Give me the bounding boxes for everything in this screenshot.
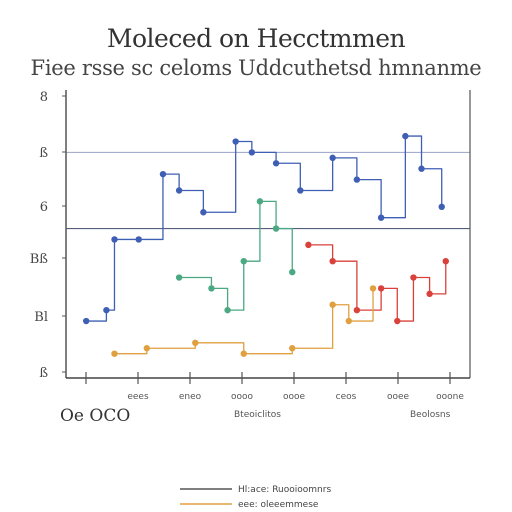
series-0-point-7: [232, 138, 239, 145]
x-tick-labels: eees eneo oooo oooe ceos ooee ooone: [85, 372, 464, 402]
series-0-point-11: [329, 154, 336, 162]
series-0-point-14: [402, 132, 409, 140]
y-tick-label-4: Bl: [34, 310, 48, 325]
series-2-point-4: [394, 317, 401, 325]
series-line-2: [308, 244, 447, 322]
series-0-point-15: [418, 165, 425, 172]
series-2-point-7: [442, 258, 449, 265]
axes: [65, 90, 471, 379]
legend: Hl:ace: Ruooioomnrs eee: oleeemmese: [180, 485, 331, 510]
series-line-1: [179, 200, 293, 311]
x-tick-label-1: eees: [127, 392, 149, 402]
series-3-point-1: [143, 345, 150, 352]
series-1-point-0: [175, 274, 183, 281]
y-tick-label-3: Bß: [30, 252, 49, 267]
series-3-point-0: [111, 350, 118, 357]
gridlines: [66, 151, 470, 230]
series-1-point-3: [240, 258, 247, 265]
series-2-point-1: [329, 258, 336, 265]
series-0-point-8: [248, 149, 256, 156]
series-1-point-6: [289, 268, 296, 276]
series-0-point-4: [159, 170, 167, 178]
series-0-point-13: [377, 214, 385, 221]
series-0-point-2: [111, 236, 118, 243]
x-axis-label-left: Bteoiclitos: [234, 410, 281, 420]
series-0-point-1: [103, 306, 110, 314]
x-tick-label-2: eneo: [179, 392, 202, 402]
x-tick-label-6: ooee: [387, 392, 410, 402]
series-2-point-3: [377, 285, 385, 292]
series-line-3: [114, 288, 374, 355]
series-1-point-5: [272, 225, 280, 232]
series-0-point-5: [175, 187, 183, 194]
series-0-point-3: [135, 236, 142, 243]
series-3-point-4: [289, 345, 296, 352]
series-0-point-6: [200, 209, 207, 216]
corner-label: Oe OCO: [60, 406, 130, 426]
y-tick-label-5: ß: [39, 366, 48, 381]
series-0-point-9: [272, 160, 280, 167]
series-1-point-2: [224, 306, 231, 314]
series-0-point-10: [297, 187, 304, 194]
y-tick-label-2: 6: [40, 200, 48, 215]
chart-subtitle: Fiee rsse sc celoms Uddcuthetsd hmnanme: [30, 56, 482, 80]
series-3-point-5: [329, 301, 336, 308]
series-3-point-3: [240, 350, 247, 357]
legend-label-0: Hl:ace: Ruooioomnrs: [238, 485, 331, 495]
series-1-point-4: [256, 198, 264, 205]
legend-label-1: eee: oleeemmese: [238, 500, 319, 510]
series-layer: [83, 132, 449, 357]
series-3-point-6: [345, 317, 352, 325]
series-0-point-16: [438, 203, 445, 210]
y-tick-labels: 8 ß 6 Bß Bl ß: [30, 90, 66, 381]
series-2-point-6: [426, 290, 433, 298]
y-tick-label-1: ß: [39, 146, 48, 161]
x-tick-label-7: ooone: [436, 392, 464, 402]
series-3-point-7: [369, 285, 377, 292]
series-3-point-2: [192, 339, 199, 346]
chart-title: Moleced on Hecctmmen: [106, 24, 406, 53]
series-0-point-12: [353, 176, 361, 183]
y-tick-label-0: 8: [40, 90, 48, 105]
x-tick-label-4: oooe: [283, 392, 306, 402]
x-tick-label-5: ceos: [336, 392, 357, 402]
series-1-point-1: [208, 285, 215, 292]
series-2-point-0: [305, 241, 312, 249]
x-tick-label-3: oooo: [231, 392, 254, 402]
series-2-point-2: [353, 306, 361, 314]
series-line-0: [86, 135, 443, 322]
series-2-point-5: [410, 274, 417, 281]
x-axis-label-right: Beolosns: [410, 410, 451, 420]
series-0-point-0: [83, 317, 90, 325]
